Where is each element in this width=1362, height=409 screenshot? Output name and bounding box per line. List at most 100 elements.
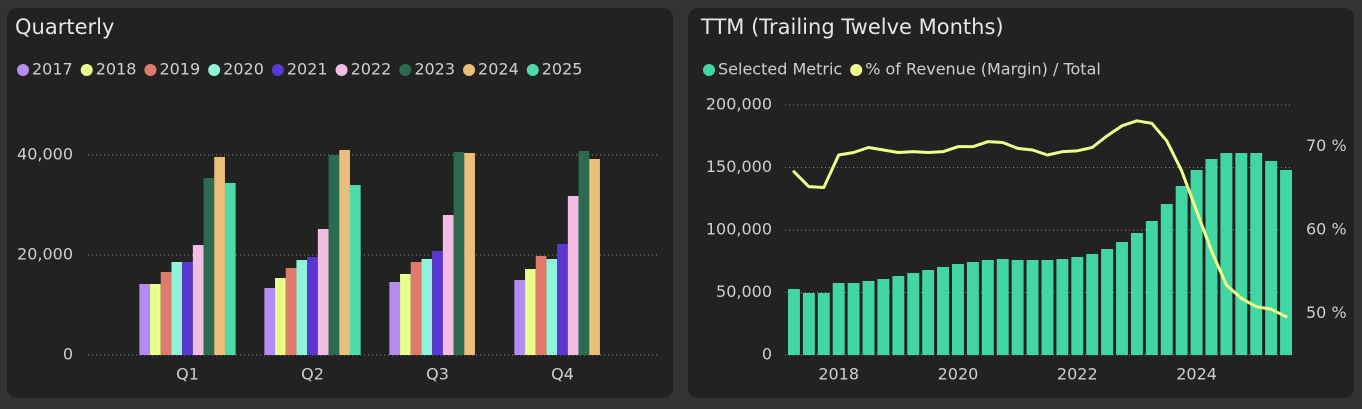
legend-label: 2018 bbox=[96, 60, 137, 79]
legend-marker bbox=[17, 64, 29, 76]
bar bbox=[1071, 257, 1084, 355]
legend-label: 2022 bbox=[351, 60, 392, 79]
legend-label: % of Revenue (Margin) / Total bbox=[865, 60, 1101, 79]
y-tick-label: 20,000 bbox=[17, 245, 73, 264]
line bbox=[792, 119, 1288, 319]
bar bbox=[139, 284, 151, 355]
bar bbox=[589, 159, 600, 355]
x-tick-label: Q3 bbox=[426, 365, 449, 384]
bar bbox=[535, 256, 547, 355]
bar bbox=[400, 274, 411, 355]
bar bbox=[996, 259, 1009, 355]
bar bbox=[787, 289, 800, 355]
bar bbox=[171, 262, 183, 355]
bar bbox=[150, 284, 161, 355]
legend-marker bbox=[208, 64, 221, 76]
bar bbox=[937, 267, 950, 355]
legend-label: 2021 bbox=[287, 60, 328, 79]
legend-marker bbox=[144, 64, 157, 76]
legend-label: 2020 bbox=[223, 60, 264, 79]
bar bbox=[264, 288, 276, 355]
bar bbox=[802, 293, 815, 355]
bar bbox=[1265, 161, 1278, 355]
bar bbox=[328, 155, 340, 355]
bar bbox=[514, 280, 526, 355]
bar bbox=[1235, 153, 1248, 355]
bar bbox=[1145, 221, 1158, 355]
bar bbox=[862, 281, 875, 355]
y2-tick-label: 50 % bbox=[1306, 303, 1347, 322]
bar bbox=[410, 262, 422, 355]
bar bbox=[892, 276, 905, 355]
bar bbox=[1041, 260, 1054, 355]
bar bbox=[1130, 233, 1143, 355]
bar bbox=[1026, 260, 1039, 355]
legend-label: 2024 bbox=[478, 60, 519, 79]
chart-title: TTM (Trailing Twelve Months) bbox=[700, 15, 1004, 39]
y-tick-label: 40,000 bbox=[17, 145, 73, 164]
bar bbox=[1086, 254, 1099, 355]
legend-marker bbox=[335, 64, 348, 76]
bar bbox=[1175, 186, 1188, 355]
bar bbox=[546, 259, 558, 355]
bar bbox=[847, 283, 860, 355]
x-tick-label: 2020 bbox=[938, 365, 979, 384]
bar bbox=[453, 152, 465, 355]
bar bbox=[442, 215, 454, 355]
legend-label: 2025 bbox=[542, 60, 583, 79]
bar bbox=[285, 268, 297, 355]
bar bbox=[192, 245, 204, 355]
legend-marker bbox=[463, 64, 476, 76]
y-tick-label: 200,000 bbox=[706, 95, 772, 114]
chart-title: Quarterly bbox=[15, 15, 114, 39]
bar bbox=[421, 259, 433, 355]
x-tick-label: 2022 bbox=[1057, 365, 1098, 384]
y2-tick-label: 60 % bbox=[1306, 220, 1347, 239]
x-tick-label: Q1 bbox=[176, 365, 199, 384]
bar bbox=[525, 269, 536, 355]
bar bbox=[203, 178, 215, 355]
bar bbox=[432, 251, 443, 355]
bar bbox=[578, 151, 590, 355]
bar bbox=[464, 153, 475, 355]
bar bbox=[275, 278, 286, 355]
y-tick-label: 0 bbox=[63, 345, 73, 364]
bar bbox=[907, 273, 920, 355]
bar bbox=[952, 264, 964, 355]
y-tick-label: 100,000 bbox=[706, 220, 772, 239]
bar bbox=[1116, 242, 1128, 355]
bar bbox=[1056, 259, 1069, 355]
bar bbox=[966, 262, 979, 355]
bar bbox=[224, 183, 236, 355]
bar bbox=[832, 283, 845, 355]
x-tick-label: Q4 bbox=[551, 365, 574, 384]
bar bbox=[182, 262, 193, 355]
bar bbox=[160, 272, 172, 355]
bar bbox=[567, 196, 579, 355]
legend-label: 2019 bbox=[159, 60, 200, 79]
bar bbox=[1280, 170, 1292, 355]
bar bbox=[1220, 153, 1233, 355]
bar bbox=[922, 270, 935, 355]
bar bbox=[1250, 153, 1263, 355]
bar bbox=[349, 185, 361, 355]
bar bbox=[1101, 249, 1114, 355]
bar bbox=[1011, 260, 1024, 355]
bar bbox=[389, 282, 401, 355]
bar bbox=[307, 257, 318, 355]
bar bbox=[214, 157, 225, 355]
x-tick-label: 2024 bbox=[1176, 365, 1217, 384]
bar bbox=[981, 260, 994, 355]
legend-label: 2017 bbox=[32, 60, 73, 79]
legend-marker bbox=[526, 64, 539, 76]
bar bbox=[877, 279, 890, 355]
x-tick-label: Q2 bbox=[301, 365, 324, 384]
legend-label: Selected Metric bbox=[718, 60, 842, 79]
legend-label: 2023 bbox=[414, 60, 455, 79]
bar bbox=[817, 293, 830, 355]
bar bbox=[1160, 204, 1173, 355]
bar bbox=[557, 244, 568, 355]
y2-tick-label: 70 % bbox=[1306, 136, 1347, 155]
legend-marker bbox=[271, 64, 284, 76]
